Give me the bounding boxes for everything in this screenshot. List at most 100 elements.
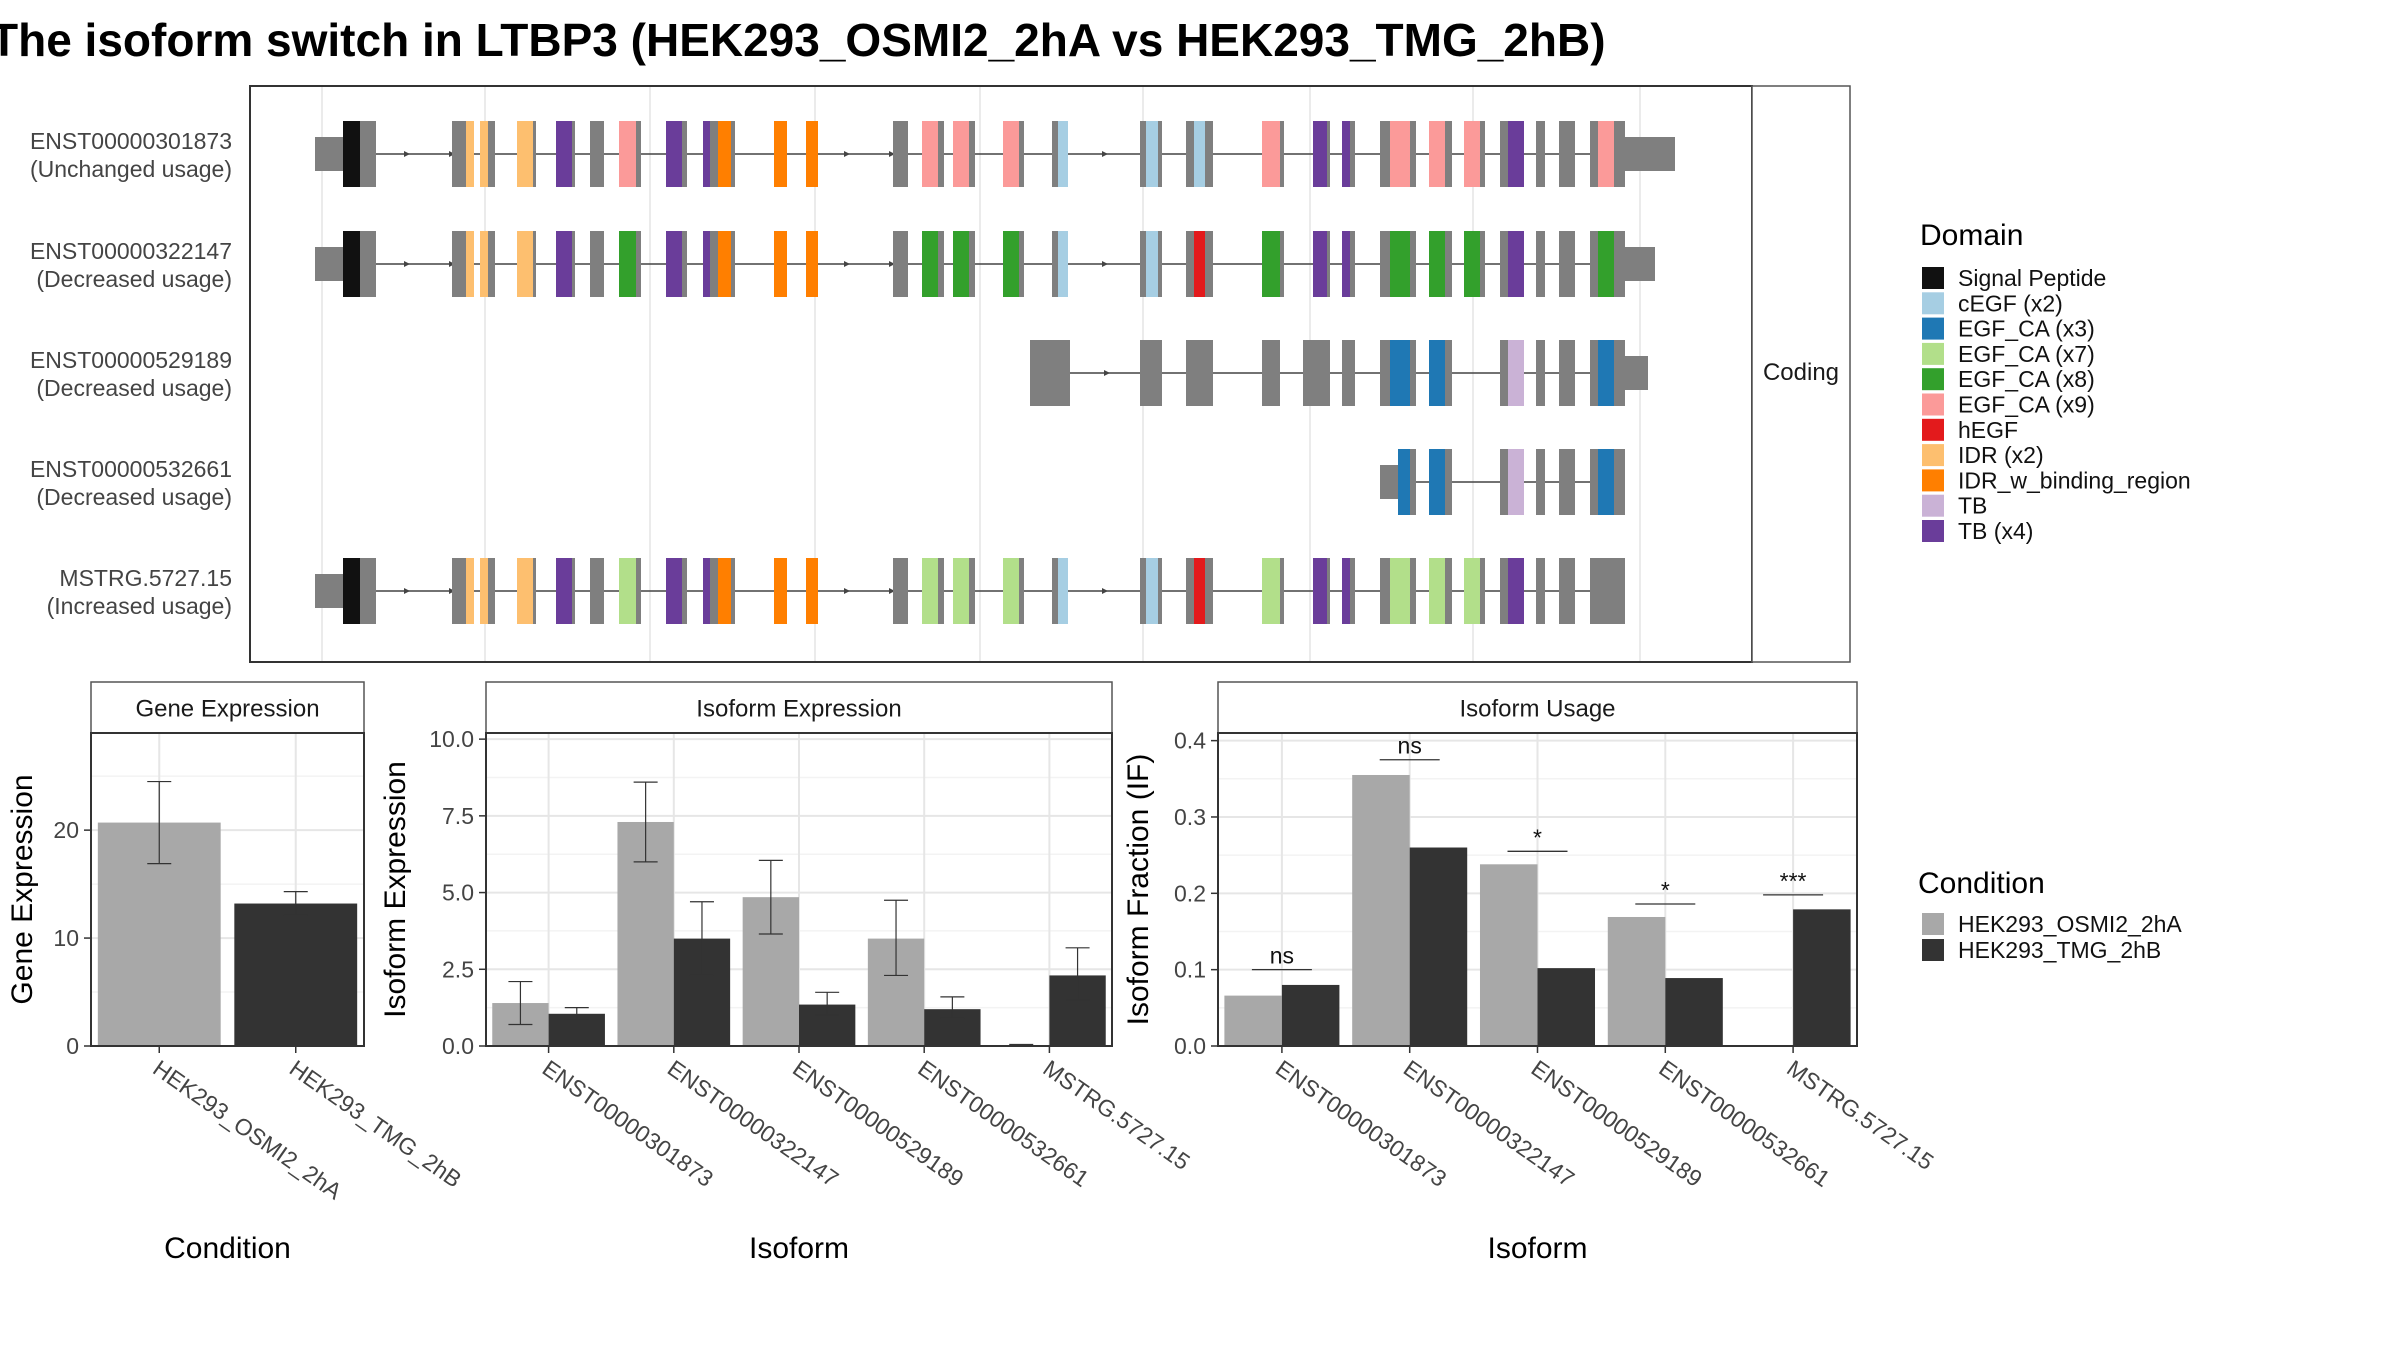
- exon-block: [480, 231, 488, 297]
- exon-block: [666, 231, 682, 297]
- exon-block: [710, 558, 718, 624]
- exon-block: [1380, 121, 1390, 187]
- transcript-usage-label: (Increased usage): [47, 593, 232, 619]
- exon-block: [682, 121, 687, 187]
- exon-block: [517, 231, 533, 297]
- exon-block: [703, 558, 710, 624]
- exon-block: [1559, 231, 1575, 297]
- exon-block: [1445, 121, 1452, 187]
- exon-block: [619, 558, 636, 624]
- exon-block: [953, 231, 969, 297]
- exon-block: [572, 121, 575, 187]
- exon-block: [806, 231, 818, 297]
- exon-block: [703, 121, 710, 187]
- transcript-id-label: ENST00000322147: [30, 238, 232, 264]
- exon-block: [1146, 121, 1158, 187]
- exon-block: [1600, 574, 1625, 608]
- exon-block: [343, 231, 360, 297]
- bar: [1281, 984, 1340, 1046]
- exon-block: [893, 558, 908, 624]
- x-axis-title: Isoform: [1487, 1232, 1587, 1265]
- domain-legend-label: TB (x4): [1958, 518, 2033, 544]
- exon-block: [666, 558, 682, 624]
- strand-arrow: [404, 588, 410, 594]
- exon-block: [969, 558, 975, 624]
- exon-block: [1508, 340, 1524, 406]
- exon-block: [1262, 558, 1280, 624]
- exon-block: [718, 121, 731, 187]
- legend-swatch: [1922, 342, 1944, 365]
- exon-block: [1194, 558, 1205, 624]
- exon-block: [360, 558, 376, 624]
- exon-block: [1186, 121, 1194, 187]
- exon-block: [466, 121, 474, 187]
- exon-block: [517, 121, 533, 187]
- y-tick-label: 2.5: [442, 956, 474, 982]
- exon-block: [1614, 121, 1625, 187]
- y-axis-title: Isoform Expression: [379, 761, 412, 1018]
- exon-block: [774, 121, 787, 187]
- exon-block: [343, 558, 360, 624]
- exon-block: [1327, 231, 1330, 297]
- exon-block: [1313, 558, 1327, 624]
- exon-block: [452, 558, 466, 624]
- legend-swatch: [1922, 469, 1944, 492]
- exon-block: [1410, 449, 1416, 515]
- exon-block: [1380, 231, 1390, 297]
- domain-legend-label: EGF_CA (x9): [1958, 392, 2095, 418]
- exon-block: [1146, 558, 1158, 624]
- exon-block: [590, 231, 604, 297]
- exon-block: [1205, 121, 1213, 187]
- strand-arrow: [844, 588, 850, 594]
- exon-block: [1614, 231, 1625, 297]
- exon-block: [703, 231, 710, 297]
- exon-block: [1390, 340, 1410, 406]
- exon-block: [315, 574, 343, 608]
- exon-block: [1429, 121, 1445, 187]
- exon-block: [1140, 558, 1146, 624]
- domain-legend-label: EGF_CA (x3): [1958, 316, 2095, 342]
- exon-block: [1350, 121, 1355, 187]
- exon-block: [466, 231, 474, 297]
- exon-block: [1350, 558, 1355, 624]
- exon-block: [774, 231, 787, 297]
- exon-block: [1625, 137, 1675, 171]
- exon-block: [1342, 558, 1350, 624]
- exon-block: [480, 558, 488, 624]
- exon-block: [731, 558, 735, 624]
- exon-block: [1536, 121, 1545, 187]
- domain-legend-label: IDR (x2): [1958, 442, 2044, 468]
- bar-panel-1: Isoform Expression0.02.55.07.510.0ENST00…: [379, 681, 1195, 1265]
- exon-block: [1445, 231, 1452, 297]
- exon-block: [315, 137, 343, 171]
- exon-block: [1508, 449, 1524, 515]
- exon-block: [710, 231, 718, 297]
- bar: [1409, 847, 1468, 1046]
- structure-plot-bg: [250, 86, 1752, 662]
- y-tick-label: 0.4: [1174, 728, 1206, 754]
- strand-arrow: [889, 588, 895, 594]
- exon-block: [1380, 558, 1390, 624]
- bar: [1479, 864, 1538, 1046]
- exon-block: [969, 121, 975, 187]
- bar-panel-2: Isoform Usage0.00.10.20.30.4ENST00000301…: [1122, 681, 1939, 1265]
- exon-block: [1186, 340, 1213, 406]
- exon-block: [360, 231, 376, 297]
- exon-block: [1398, 449, 1410, 515]
- exon-block: [1052, 231, 1058, 297]
- exon-block: [1625, 247, 1655, 281]
- exon-block: [590, 121, 604, 187]
- exon-block: [636, 231, 641, 297]
- exon-block: [1445, 449, 1452, 515]
- exon-block: [488, 121, 495, 187]
- exon-block: [1140, 231, 1146, 297]
- exon-block: [1625, 356, 1648, 390]
- panel-strip: [485, 681, 1113, 734]
- domain-legend-title: Domain: [1920, 219, 2023, 252]
- exon-block: [1303, 340, 1330, 406]
- legend-swatch: [1922, 494, 1944, 517]
- exon-block: [488, 558, 495, 624]
- bar: [1607, 916, 1666, 1046]
- exon-block: [1194, 121, 1205, 187]
- y-axis-title: Gene Expression: [6, 774, 39, 1004]
